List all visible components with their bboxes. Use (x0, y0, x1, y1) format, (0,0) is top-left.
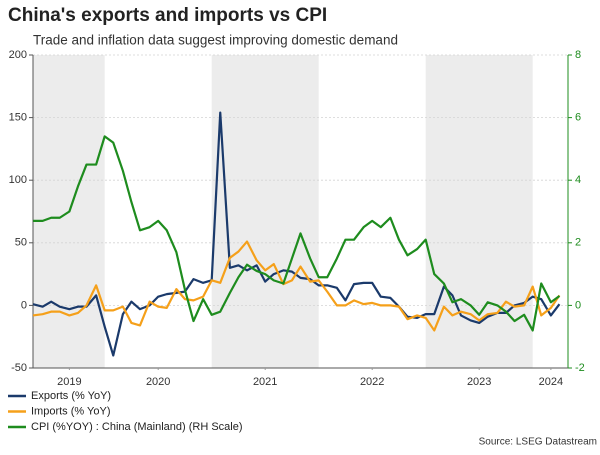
y2-tick-label: -2 (575, 362, 585, 374)
legend-label: Imports (% YoY) (31, 405, 110, 417)
y-tick-label: 150 (9, 112, 27, 124)
x-tick-label: 2021 (253, 376, 277, 388)
chart-title: China's exports and imports vs CPI (8, 5, 327, 26)
y-tick-label: 50 (15, 237, 27, 249)
y-tick-label: -50 (11, 362, 27, 374)
y2-tick-label: 4 (575, 174, 581, 186)
legend-label: CPI (%YOY) : China (Mainland) (RH Scale) (31, 421, 243, 433)
series-line (33, 135, 561, 332)
x-tick-label: 2024 (539, 376, 563, 388)
source-note: Source: LSEG Datastream (479, 437, 597, 448)
y-tick-label: 100 (9, 174, 27, 186)
year-band (211, 55, 319, 368)
chart-subtitle: Trade and inflation data suggest improvi… (33, 33, 398, 48)
y2-tick-label: 8 (575, 49, 581, 61)
y-tick-label: 200 (9, 49, 27, 61)
series-line (32, 240, 561, 332)
y2-tick-label: 2 (575, 237, 581, 249)
x-tick-label: 2022 (360, 376, 384, 388)
y2-tick-label: 0 (575, 299, 581, 311)
x-tick-label: 2020 (146, 376, 170, 388)
y-tick-label: 0 (21, 299, 27, 311)
legend-label: Exports (% YoY) (31, 390, 111, 402)
x-tick-label: 2019 (57, 376, 81, 388)
x-tick-label: 2023 (467, 376, 491, 388)
y2-tick-label: 6 (575, 112, 581, 124)
